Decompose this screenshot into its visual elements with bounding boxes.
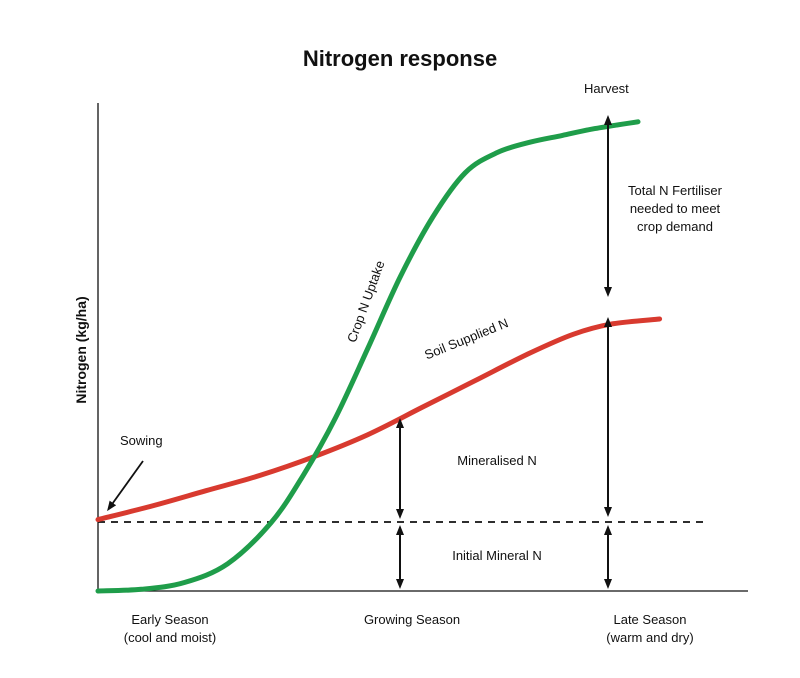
x-tick-label-early-line-1: Early Season	[131, 612, 208, 627]
fertiliser-label-line-3: crop demand	[637, 219, 713, 234]
series-line-soil-supplied-n	[95, 316, 663, 523]
x-tick-label-early-line-2: (cool and moist)	[124, 630, 216, 645]
y-axis-label: Nitrogen (kg/ha)	[73, 296, 89, 403]
soil-supplied-n-label: Soil Supplied N	[422, 315, 510, 362]
x-tick-label-late-line-1: Late Season	[613, 612, 686, 627]
sowing-label: Sowing	[120, 433, 163, 448]
initial-mineral-n-label: Initial Mineral N	[452, 548, 542, 563]
chart-title: Nitrogen response	[303, 46, 497, 71]
mineralised-n-label: Mineralised N	[457, 453, 536, 468]
sowing-arrow	[107, 460, 144, 512]
x-tick-label-late-line-2: (warm and dry)	[606, 630, 693, 645]
harvest-label: Harvest	[584, 81, 629, 96]
fertiliser-label-line-2: needed to meet	[630, 201, 721, 216]
crop-n-uptake-label: Crop N Uptake	[344, 258, 388, 344]
series-line-crop-n-uptake	[95, 119, 641, 594]
x-tick-label-growing: Growing Season	[364, 612, 460, 627]
fertiliser-label-line-1: Total N Fertiliser	[628, 183, 723, 198]
